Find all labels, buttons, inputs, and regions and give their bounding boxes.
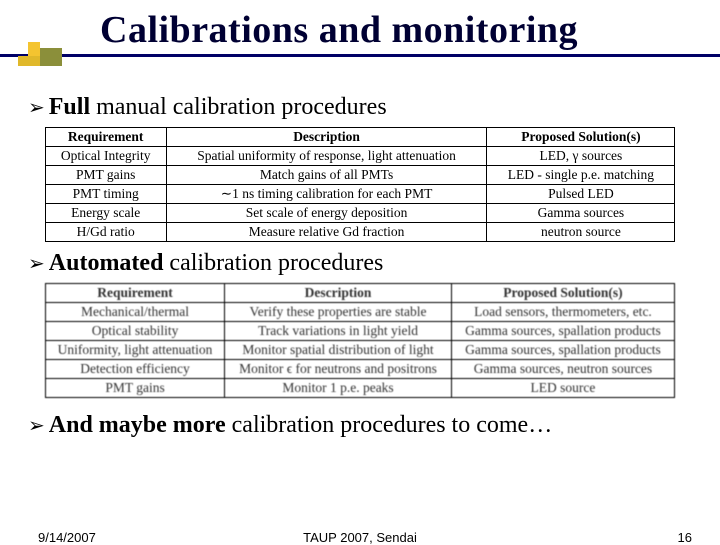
bullet-3-bold: And maybe more [49,412,226,438]
th-requirement: Requirement [45,284,225,303]
bullet-3: ➢ And maybe more calibration procedures … [28,412,692,439]
table-row: Detection efficiencyMonitor ϵ for neutro… [45,360,675,379]
table-row: Optical IntegritySpatial uniformity of r… [45,147,675,166]
th-description: Description [225,284,451,303]
table-full-manual: Requirement Description Proposed Solutio… [45,127,676,242]
table-row: Energy scaleSet scale of energy depositi… [45,204,675,223]
table-row: Uniformity, light attenuationMonitor spa… [45,341,675,360]
bullet-3-text: And maybe more calibration procedures to… [49,412,552,439]
page-title: Calibrations and monitoring [0,8,720,52]
table-row: PMT timing∼1 ns timing calibration for e… [45,185,675,204]
th-proposed: Proposed Solution(s) [487,128,675,147]
bullet-1-text: Full manual calibration procedures [49,94,387,121]
table-row: H/Gd ratioMeasure relative Gd fractionne… [45,223,675,242]
bullet-arrow-icon: ➢ [28,95,45,120]
table-row: Optical stabilityTrack variations in lig… [45,322,675,341]
bullet-arrow-icon: ➢ [28,251,45,276]
bullet-1: ➢ Full manual calibration procedures [28,94,692,121]
table-row: PMT gainsMonitor 1 p.e. peaksLED source [45,379,675,398]
content-area: ➢ Full manual calibration procedures Req… [0,74,720,439]
bullet-2-rest: calibration procedures [163,250,383,276]
table-automated: Requirement Description Proposed Solutio… [45,283,676,398]
title-block: Calibrations and monitoring [0,0,720,74]
table-row: PMT gainsMatch gains of all PMTsLED - si… [45,166,675,185]
table-header-row: Requirement Description Proposed Solutio… [45,284,675,303]
bullet-1-rest: manual calibration procedures [90,94,387,120]
th-proposed: Proposed Solution(s) [451,284,675,303]
bullet-2-bold: Automated [49,250,164,276]
bullet-arrow-icon: ➢ [28,413,45,438]
table-row: Mechanical/thermalVerify these propertie… [45,303,675,322]
th-requirement: Requirement [45,128,166,147]
bullet-1-bold: Full [49,94,90,120]
bullet-3-rest: calibration procedures to come… [226,412,553,438]
table-header-row: Requirement Description Proposed Solutio… [45,128,675,147]
th-description: Description [166,128,487,147]
footer-page-number: 16 [678,530,692,545]
footer-date: 9/14/2007 [38,530,96,545]
footer-venue: TAUP 2007, Sendai [303,530,417,545]
bullet-2-text: Automated calibration procedures [49,250,384,277]
title-underline [0,54,720,57]
bullet-2: ➢ Automated calibration procedures [28,250,692,277]
title-corner-accent [18,42,64,64]
